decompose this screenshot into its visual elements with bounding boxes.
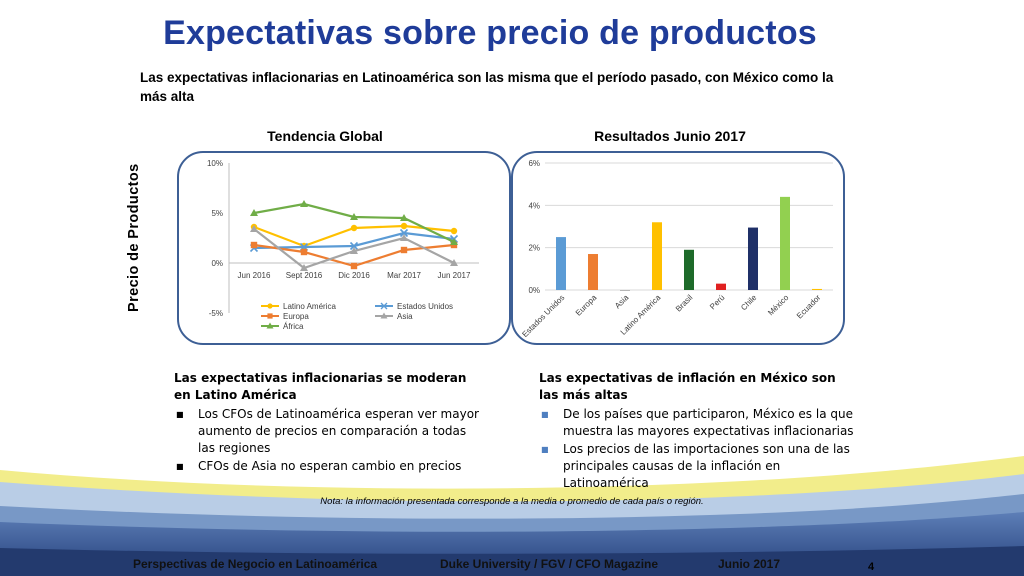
x-tick-label: Chile [739,293,759,313]
page-number: 4 [868,561,875,573]
data-point [400,222,408,230]
data-point [450,241,458,249]
bar [684,249,694,290]
legend-marker [267,313,273,319]
left-bullet: ■ CFOs de Asia no esperan cambio en preci… [176,459,462,473]
y-tick-label: 6% [528,159,540,168]
data-point [300,264,308,271]
y-tick-label: 0% [211,259,223,268]
square-bullet-icon: ■ [176,462,184,471]
footer-center: Duke University / FGV / CFO Magazine [440,557,659,571]
bar-chart-panel: 6% 4% 2% 0% Estados Unidos Europa Asia Latino A… [511,151,845,345]
data-point [450,227,458,235]
x-tick-label: Jun 2016 [238,271,271,280]
data-point [250,241,258,249]
line-chart-panel: 10% 5% 0% -5% Jun 2016 Sept 2016 Dic 2016 Mar 2… [177,151,511,345]
legend-label: África [283,322,304,331]
x-tick-label: Mar 2017 [387,271,421,280]
legend-marker [380,302,388,310]
bar [652,222,662,290]
bar [620,290,630,291]
legend-label: Europa [283,312,309,321]
bar [780,196,790,290]
bar [716,283,726,290]
data-point [350,262,358,270]
legend-label: Asia [397,312,413,321]
data-point [349,241,359,251]
footnote: Nota: la información presentada correspo… [320,496,704,507]
x-tick-label: Dic 2016 [338,271,370,280]
square-bullet-icon: ■ [541,410,549,419]
square-bullet-icon: ■ [176,410,184,419]
data-point [400,214,408,221]
slide-subtitle: Las expectativas inflacionarias en Latin… [140,70,834,104]
data-point [250,225,258,232]
y-tick-label: 0% [528,286,540,295]
left-panel-title: Tendencia Global [267,128,383,144]
data-point [300,248,308,256]
left-text-heading: Las expectativas inflacionarias se moder… [174,371,467,402]
x-tick-label: Ecuador [795,293,823,321]
data-point [350,247,358,254]
x-tick-label: Estados Unidos [520,293,566,339]
x-tick-label: Brasil [674,293,695,314]
right-bullet: ■ De los países que participaron, México … [541,407,854,438]
footer-right: Junio 2017 [718,557,781,571]
left-text-block: Las expectativas inflacionarias se moder… [174,370,484,475]
right-text-heading: Las expectativas de inflación en México … [539,371,836,402]
legend-marker [267,303,273,309]
data-point [250,209,258,216]
data-point [300,200,308,207]
x-tick-label: México [766,293,791,318]
y-tick-label: 10% [207,159,223,168]
line-chart: 10% 5% 0% -5% Jun 2016 Sept 2016 Dic 2016 Mar 2… [207,159,479,331]
legend-label: Latino América [283,302,336,311]
y-tick-label: 4% [528,201,540,210]
data-point [350,224,358,232]
slide-title: Expectativas sobre precio de productos [163,14,817,52]
legend-label: Estados Unidos [397,302,453,311]
data-point [350,213,358,220]
y-tick-label: 2% [528,244,540,253]
square-bullet-icon: ■ [541,445,549,454]
bar [812,288,822,290]
left-bullet: ■ Los CFOs de Latinoamérica esperan ver m… [176,407,479,455]
right-text-block: Las expectativas de inflación en México … [539,370,859,492]
legend-marker [380,312,388,319]
x-tick-label: Asia [613,293,631,311]
legend-marker [266,322,274,329]
data-point [450,238,458,245]
y-tick-label: 5% [211,209,223,218]
y-tick-label: -5% [209,309,223,318]
x-tick-label: Perú [708,293,726,311]
bar [588,254,598,290]
x-tick-label: Sept 2016 [286,271,323,280]
vertical-axis-label: Precio de Productos [126,163,142,312]
data-point [399,228,409,238]
data-point [400,246,408,254]
right-bullet: ■ Los precios de las importaciones son un… [541,442,850,490]
x-tick-label: Europa [574,293,599,318]
x-tick-label: Jun 2017 [438,271,471,280]
data-point [450,259,458,266]
bar [748,227,758,290]
data-point [400,234,408,241]
footer-left: Perspectivas de Negocio en Latinoamérica [133,557,378,571]
right-panel-title: Resultados Junio 2017 [594,128,746,144]
bar [556,237,566,290]
